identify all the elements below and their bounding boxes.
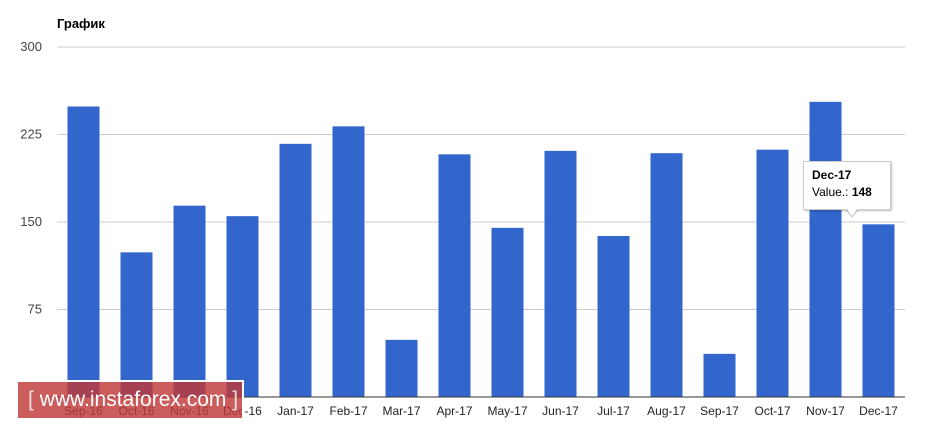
tooltip-category: Dec-17 — [812, 168, 852, 182]
x-tick-label-Mar-17: Mar-17 — [382, 404, 420, 418]
x-tick-label-Feb-17: Feb-17 — [329, 404, 367, 418]
bar-Dec-16 — [226, 216, 259, 397]
x-tick-label-Nov-17: Nov-17 — [806, 404, 845, 418]
bar-Jul-17 — [597, 236, 630, 397]
watermark-close-bracket: ] — [232, 388, 239, 411]
bar-Oct-16 — [120, 252, 153, 397]
x-tick-label-Jan-17: Jan-17 — [277, 404, 314, 418]
watermark-open-bracket: [ — [28, 388, 34, 411]
x-tick-label-Jul-17: Jul-17 — [597, 404, 630, 418]
bar-Apr-17 — [438, 154, 471, 397]
bar-Oct-17 — [756, 149, 789, 397]
instaforex-watermark: [ www.instaforex.com ] — [16, 380, 244, 420]
bar-Feb-17 — [332, 126, 365, 397]
bar-Mar-17 — [385, 339, 418, 397]
y-tick-label-75: 75 — [28, 302, 42, 317]
x-tick-label-Sep-17: Sep-17 — [700, 404, 739, 418]
x-tick-label-Oct-17: Oct-17 — [754, 404, 790, 418]
bar-Aug-17 — [650, 153, 683, 397]
watermark-text: www.instaforex.com — [39, 388, 227, 411]
x-tick-label-Apr-17: Apr-17 — [436, 404, 472, 418]
y-tick-label-150: 150 — [20, 214, 42, 229]
tooltip-label: Value.: — [812, 185, 849, 199]
tooltip: Dec-17 Value.: 148 — [803, 161, 891, 210]
bar-Sep-17 — [703, 353, 736, 397]
tooltip-tail-inner — [846, 208, 858, 216]
bar-Nov-16 — [173, 205, 206, 397]
bar-Dec-17 — [862, 224, 895, 397]
x-tick-label-Aug-17: Aug-17 — [647, 404, 686, 418]
x-tick-label-Dec-17: Dec-17 — [859, 404, 898, 418]
chart-title: График — [57, 16, 105, 31]
x-tick-label-Jun-17: Jun-17 — [542, 404, 579, 418]
bar-Jun-17 — [544, 150, 577, 397]
tooltip-value: 148 — [851, 185, 872, 199]
bar-Jan-17 — [279, 143, 312, 397]
bar-Nov-17 — [809, 101, 842, 397]
bar-Sep-16 — [67, 106, 100, 397]
y-tick-label-225: 225 — [20, 127, 42, 142]
bar-May-17 — [491, 227, 524, 397]
y-tick-label-300: 300 — [20, 39, 42, 54]
tooltip-line: Value.: 148 — [812, 185, 882, 199]
x-tick-label-May-17: May-17 — [487, 404, 527, 418]
